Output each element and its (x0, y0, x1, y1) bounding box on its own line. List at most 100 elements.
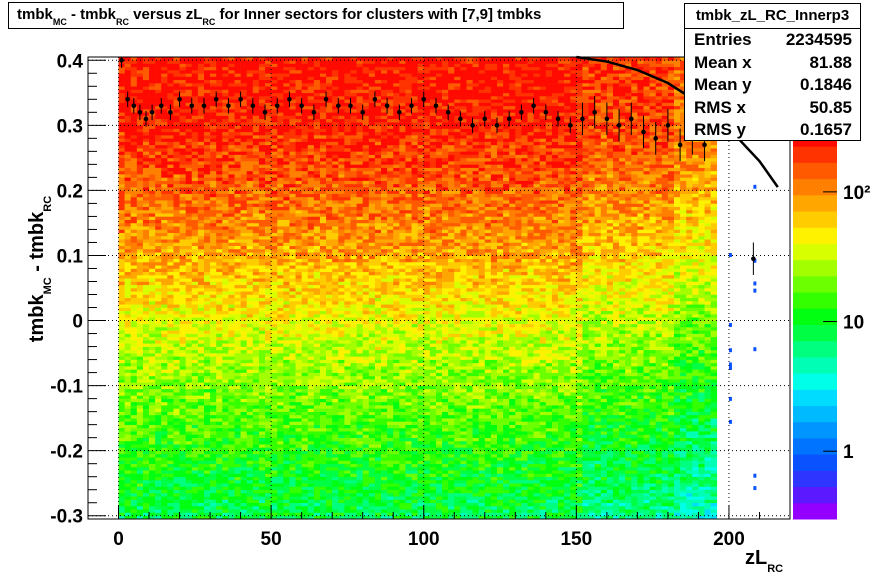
heatmap-cell (326, 440, 333, 445)
heatmap-cell (167, 343, 174, 347)
heatmap-cell (136, 307, 144, 312)
heatmap-cell (240, 216, 248, 220)
heatmap-cell (313, 261, 321, 266)
heatmap-cell (228, 239, 235, 243)
heatmap-cell (295, 222, 302, 227)
heatmap-cell (234, 385, 241, 390)
heatmap-cell (332, 470, 339, 474)
heatmap-cell (301, 382, 309, 386)
heatmap-cell (265, 327, 272, 331)
heatmap-cell (295, 206, 302, 211)
heatmap-cell (271, 60, 278, 64)
heatmap-cell (313, 307, 321, 312)
heatmap-cell (210, 63, 217, 68)
heatmap-cell (179, 248, 186, 253)
heatmap-cell (118, 369, 125, 373)
heatmap-cell (252, 502, 260, 507)
heatmap-cell (252, 193, 260, 198)
heatmap-cell (295, 323, 302, 328)
heatmap-cell (124, 359, 132, 364)
heatmap-cell (228, 431, 235, 435)
heatmap-cell (234, 362, 241, 367)
heatmap-cell (228, 57, 235, 61)
heatmap-cell (179, 340, 186, 344)
heatmap-cell (326, 450, 333, 455)
heatmap-cell (216, 336, 223, 341)
heatmap-cell (326, 301, 333, 305)
heatmap-cell (149, 336, 156, 341)
heatmap-cell (265, 193, 272, 198)
heatmap-cell (210, 167, 217, 172)
heatmap-cell (252, 274, 260, 279)
heatmap-cell (149, 261, 156, 266)
heatmap-cell (246, 304, 254, 308)
heatmap-cell (289, 265, 296, 269)
heatmap-cell (142, 450, 150, 455)
heatmap-cell (118, 401, 125, 406)
heatmap-cell (124, 470, 132, 474)
heatmap-cell (326, 353, 333, 357)
heatmap-cell (289, 320, 296, 325)
heatmap-cell (149, 70, 156, 74)
heatmap-cell (252, 323, 260, 328)
heatmap-cell (161, 372, 168, 377)
heatmap-cell (277, 327, 284, 331)
heatmap-cell (142, 411, 150, 416)
heatmap-cell (307, 102, 315, 107)
heatmap-cell (179, 323, 186, 328)
heatmap-cell (319, 382, 327, 386)
heatmap-cell (203, 447, 211, 451)
heatmap-cell (185, 63, 193, 68)
heatmap-cell (179, 463, 186, 468)
heatmap-cell (179, 505, 186, 510)
heatmap-cell (319, 369, 327, 373)
heatmap-cell (240, 330, 248, 334)
heatmap-cell (197, 418, 205, 422)
heatmap-cell (142, 242, 150, 247)
heatmap-cell (234, 154, 241, 159)
heatmap-cell (155, 434, 162, 438)
heatmap-cell (118, 414, 125, 419)
heatmap-cell (191, 476, 199, 481)
heatmap-cell (118, 366, 125, 370)
heatmap-cell (301, 167, 309, 172)
heatmap-cell (246, 317, 254, 321)
heatmap-cell (197, 366, 205, 370)
heatmap-cell (228, 219, 235, 224)
heatmap-cell (234, 463, 241, 468)
heatmap-cell (155, 440, 162, 445)
heatmap-cell (222, 379, 229, 383)
heatmap-cell (246, 170, 254, 175)
heatmap-cell (173, 118, 180, 123)
heatmap-cell (155, 190, 162, 194)
heatmap-cell (173, 258, 180, 263)
heatmap-cell (246, 427, 254, 432)
heatmap-cell (167, 379, 174, 383)
heatmap-cell (283, 261, 290, 266)
heatmap-cell (118, 222, 125, 227)
heatmap-cell (216, 57, 223, 61)
heatmap-cell (222, 109, 229, 113)
heatmap-cell (271, 479, 278, 484)
heatmap-cell (173, 492, 180, 497)
heatmap-cell (118, 460, 125, 464)
heatmap-cell (142, 180, 150, 185)
heatmap-cell (191, 102, 199, 107)
heatmap-cell (161, 96, 168, 100)
heatmap-cell (142, 99, 150, 103)
heatmap-cell (155, 57, 162, 61)
heatmap-cell (271, 73, 278, 77)
heatmap-cell (124, 76, 132, 81)
heatmap-cell (136, 83, 144, 87)
heatmap-cell (167, 135, 174, 139)
heatmap-cell (258, 382, 266, 386)
heatmap-cell (203, 460, 211, 464)
heatmap-cell (319, 392, 327, 396)
heatmap-cell (203, 226, 211, 230)
heatmap-cell (130, 70, 138, 74)
heatmap-cell (265, 408, 272, 412)
heatmap-cell (326, 414, 333, 419)
heatmap-cell (124, 271, 132, 276)
heatmap-cell (252, 447, 260, 451)
heatmap-cell (307, 187, 315, 191)
